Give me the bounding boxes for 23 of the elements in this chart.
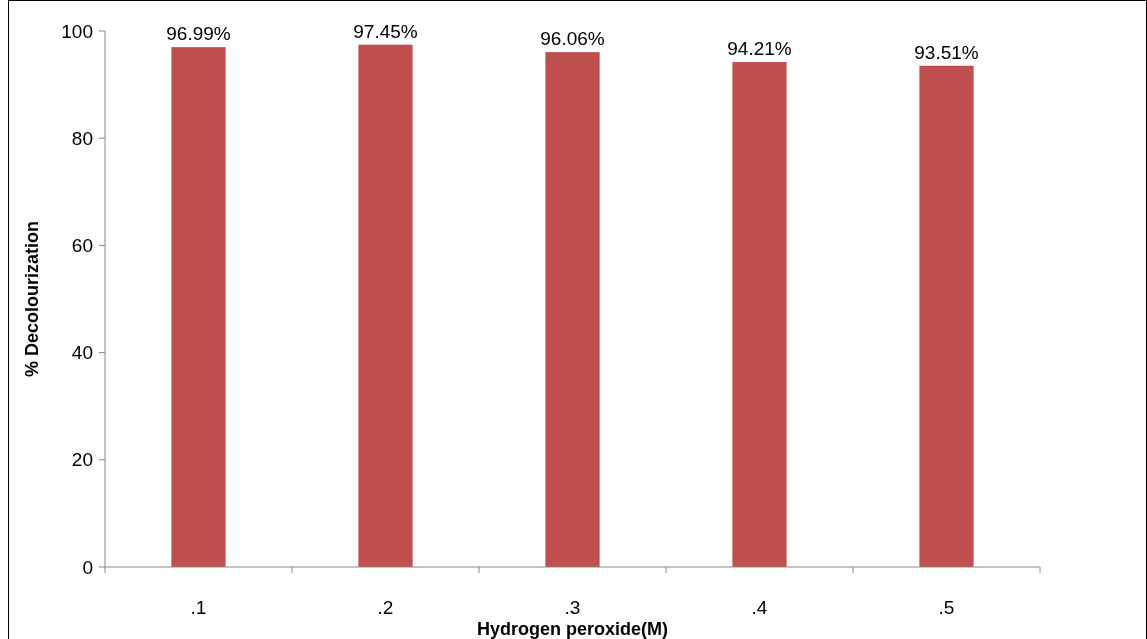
bar	[732, 62, 787, 567]
bar	[919, 65, 974, 567]
y-axis-title: % Decolourization	[22, 220, 42, 378]
data-label: 96.06%	[540, 28, 605, 50]
data-label: 94.21%	[727, 38, 792, 60]
bar	[171, 47, 226, 567]
x-tick-label: .4	[751, 596, 768, 618]
x-tick-label: .2	[377, 596, 394, 618]
y-tick-label: 20	[71, 449, 93, 471]
x-axis-title: Hydrogen peroxide(M)	[476, 619, 669, 639]
y-tick-label: 40	[71, 342, 93, 364]
y-tick-label: 80	[71, 127, 93, 149]
data-label: 93.51%	[914, 41, 979, 63]
bar	[358, 44, 413, 567]
x-tick-label: .3	[564, 596, 581, 618]
data-label: 97.45%	[353, 20, 418, 42]
data-label: 96.99%	[166, 23, 231, 45]
x-tick-label: .1	[190, 596, 207, 618]
y-tick-label: 60	[71, 235, 93, 257]
bar	[545, 52, 600, 567]
y-tick-label: 0	[82, 556, 93, 578]
y-tick-label: 100	[61, 20, 93, 42]
x-tick-label: .5	[938, 596, 955, 618]
